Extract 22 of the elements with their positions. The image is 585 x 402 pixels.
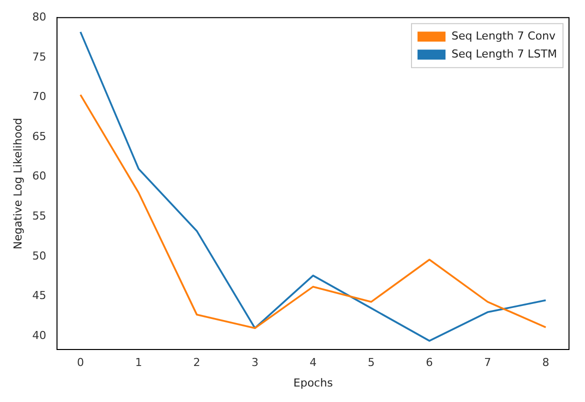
y-tick-label: 50 [32, 249, 46, 262]
y-axis-title: Negative Log Likelihood [11, 118, 24, 250]
y-tick-label: 70 [32, 90, 46, 104]
y-tick-label: 65 [32, 130, 46, 143]
x-tick-label: 2 [193, 356, 200, 370]
y-tick-label: 45 [32, 289, 46, 302]
y-tick-label: 80 [32, 10, 46, 24]
y-tick-label: 75 [32, 50, 46, 64]
x-tick-label: 6 [426, 356, 433, 370]
x-axis-title: Epochs [293, 376, 334, 390]
x-tick-label: 3 [251, 356, 258, 370]
y-tick-label: 40 [32, 328, 46, 342]
y-tick-label: 55 [32, 210, 46, 222]
x-tick-label: 0 [76, 356, 84, 370]
x-tick-label: 7 [484, 356, 492, 370]
x-tick-label: 1 [135, 356, 142, 370]
y-tick-label: 60 [32, 170, 46, 183]
legend-label: Seq Length 7 Conv [452, 29, 556, 42]
x-tick-label: 5 [368, 356, 375, 370]
x-tick-label: 4 [310, 356, 317, 370]
x-tick-label: 8 [542, 356, 550, 370]
legend-label: Seq Length 7 LSTM [452, 47, 557, 60]
